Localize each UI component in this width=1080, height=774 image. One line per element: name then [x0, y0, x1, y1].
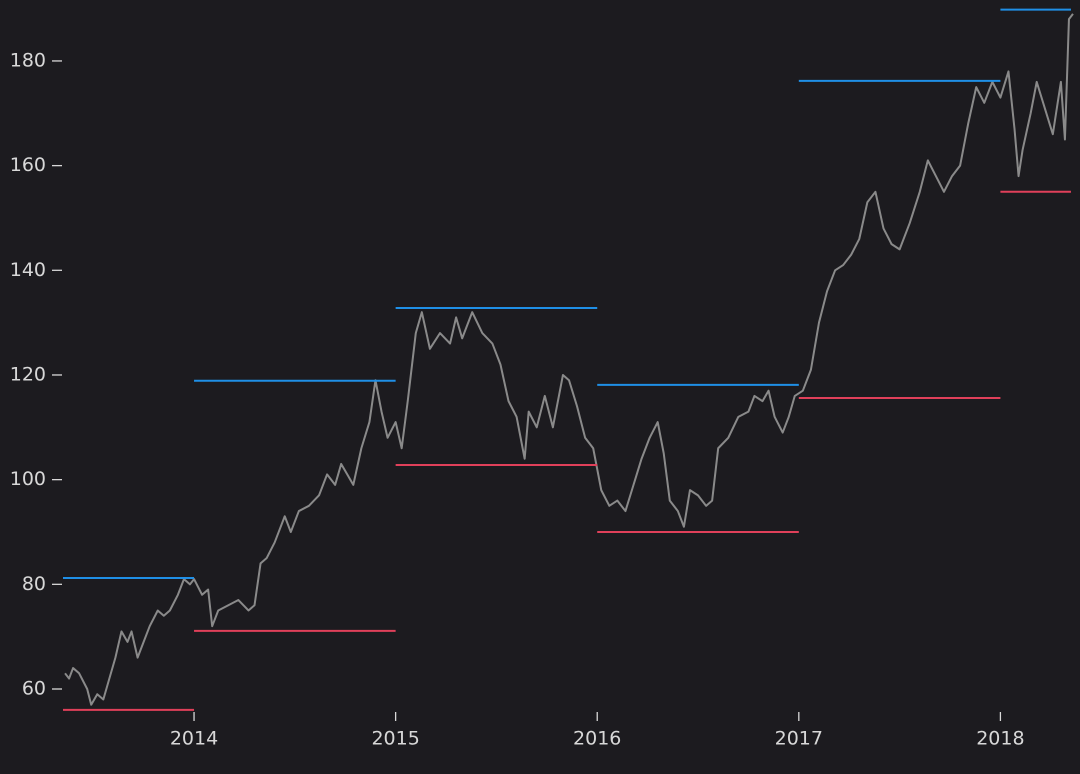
y-tick-label: 180: [10, 49, 46, 71]
x-tick-label: 2015: [371, 728, 419, 750]
x-tick-label: 2018: [976, 728, 1024, 750]
y-tick-label: 140: [10, 259, 46, 281]
y-tick-label: 100: [10, 468, 46, 490]
y-tick-label: 120: [10, 363, 46, 385]
x-tick-label: 2016: [573, 728, 621, 750]
y-tick-label: 80: [22, 573, 46, 595]
y-tick-label: 60: [22, 677, 46, 699]
y-tick-label: 160: [10, 154, 46, 176]
price-line: [64, 13, 1074, 706]
x-tick-label: 2017: [775, 728, 823, 750]
x-tick-label: 2014: [170, 728, 218, 750]
